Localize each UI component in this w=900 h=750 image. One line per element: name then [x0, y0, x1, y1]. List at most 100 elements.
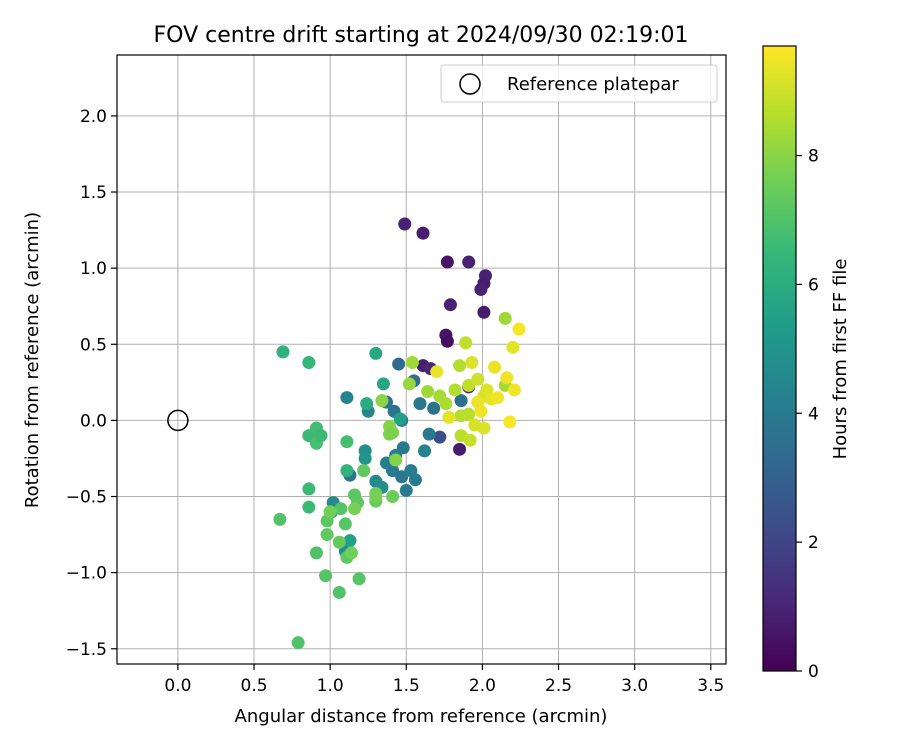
- y-tick-label: −0.5: [66, 488, 107, 508]
- scatter-point: [389, 453, 403, 467]
- scatter-point: [440, 334, 454, 348]
- scatter-point: [439, 397, 453, 411]
- scatter-point: [454, 394, 468, 408]
- scatter-point: [500, 371, 514, 385]
- scatter-point: [352, 572, 366, 586]
- scatter-point: [442, 410, 456, 424]
- colorbar-tick-label: 8: [808, 147, 819, 167]
- scatter-point: [340, 435, 354, 449]
- scatter-point: [360, 397, 374, 411]
- y-tick-label: 1.0: [80, 259, 107, 279]
- colorbar-ticks: 0 2 4 6 8: [796, 147, 819, 682]
- scatter-point: [474, 404, 488, 418]
- y-axis-label: Rotation from reference (arcmin): [22, 212, 43, 508]
- legend: Reference platepar: [440, 64, 718, 103]
- scatter-point: [402, 377, 416, 391]
- scatter-point: [386, 490, 400, 504]
- scatter-point: [462, 255, 476, 269]
- scatter-point: [309, 546, 323, 560]
- x-axis-label: Angular distance from reference (arcmin): [235, 706, 608, 727]
- scatter-point: [375, 394, 389, 408]
- scatter-point: [491, 391, 505, 405]
- scatter-point: [433, 430, 447, 444]
- scatter-point: [459, 336, 473, 350]
- plot-area: 0.0 0.5 1.0 1.5 2.0 2.5 3.0 3.5 −1.5 −1.0 −0.5 0.0…: [66, 54, 727, 696]
- scatter-point: [427, 401, 441, 415]
- scatter-point: [463, 433, 477, 447]
- y-axis-ticks: −1.5 −1.0 −0.5 0.0 0.5 1.0 1.5 2.0: [66, 107, 117, 660]
- scatter-point: [498, 311, 512, 325]
- scatter-point: [416, 226, 430, 240]
- scatter-point: [319, 569, 333, 583]
- scatter-point: [323, 505, 337, 519]
- legend-open-circle-icon: [459, 73, 481, 95]
- scatter-point: [386, 426, 400, 440]
- x-tick-label: 1.0: [317, 676, 344, 696]
- scatter-point: [357, 464, 371, 478]
- scatter-point: [276, 345, 290, 359]
- scatter-point: [358, 451, 372, 465]
- scatter-point: [332, 535, 346, 549]
- scatter-point: [506, 340, 520, 354]
- plot-frame: [116, 54, 727, 665]
- colorbar-tick-label: 6: [808, 275, 819, 295]
- scatter-point: [507, 383, 521, 397]
- scatter-point: [340, 464, 354, 478]
- scatter-point: [344, 546, 358, 560]
- scatter-point: [398, 217, 412, 231]
- scatter-point: [418, 444, 432, 458]
- scatter-point: [488, 360, 502, 374]
- reference-platepar-marker: [167, 409, 189, 432]
- scatter-point: [448, 383, 462, 397]
- scatter-point: [369, 346, 383, 360]
- x-tick-label: 3.5: [697, 676, 724, 696]
- scatter-point: [399, 483, 413, 497]
- scatter-point: [386, 464, 400, 478]
- scatter-point: [503, 415, 517, 429]
- scatter-point: [302, 500, 316, 514]
- scatter-point: [443, 298, 457, 312]
- x-tick-label: 2.5: [545, 676, 572, 696]
- y-tick-label: −1.5: [66, 640, 107, 660]
- scatter-point: [408, 473, 422, 487]
- scatter-point: [395, 470, 409, 484]
- y-tick-label: 1.5: [80, 183, 107, 203]
- scatter-point: [453, 359, 467, 373]
- scatter-point: [273, 512, 287, 526]
- y-tick-label: 0.5: [80, 335, 107, 355]
- x-tick-label: 2.0: [469, 676, 496, 696]
- y-tick-label: −1.0: [66, 564, 107, 584]
- scatter-point: [422, 427, 436, 441]
- x-tick-label: 1.5: [393, 676, 420, 696]
- scatter-point: [320, 528, 334, 542]
- scatter-point: [314, 429, 328, 443]
- scatter-point: [348, 502, 362, 516]
- scatter-point: [471, 372, 485, 386]
- scatter-point: [332, 585, 346, 599]
- colorbar-tick-label: 2: [808, 533, 819, 553]
- scatter-point: [462, 378, 476, 392]
- scatter-point: [430, 365, 444, 379]
- scatter-point: [340, 391, 354, 405]
- x-axis-ticks: 0.0 0.5 1.0 1.5 2.0 2.5 3.0 3.5: [164, 664, 724, 696]
- scatter-point: [405, 356, 419, 370]
- x-tick-label: 3.0: [621, 676, 648, 696]
- colorbar-gradient: [762, 45, 797, 672]
- scatter-point: [465, 356, 479, 370]
- scatter-point: [440, 255, 454, 269]
- scatter-point: [369, 490, 383, 504]
- scatter-point: [462, 407, 476, 421]
- scatter-point: [393, 412, 407, 426]
- scatter-point: [338, 517, 352, 531]
- x-tick-label: 0.0: [164, 676, 191, 696]
- legend-box: [440, 64, 718, 103]
- scatter-point: [392, 357, 406, 371]
- colorbar-tick-label: 0: [808, 662, 819, 682]
- colorbar-tick-label: 4: [808, 404, 819, 424]
- scatter-point: [413, 397, 427, 411]
- scatter-point: [334, 502, 348, 516]
- scatter-point: [302, 356, 316, 370]
- grid-lines: [117, 55, 726, 664]
- y-tick-label: 2.0: [80, 107, 107, 127]
